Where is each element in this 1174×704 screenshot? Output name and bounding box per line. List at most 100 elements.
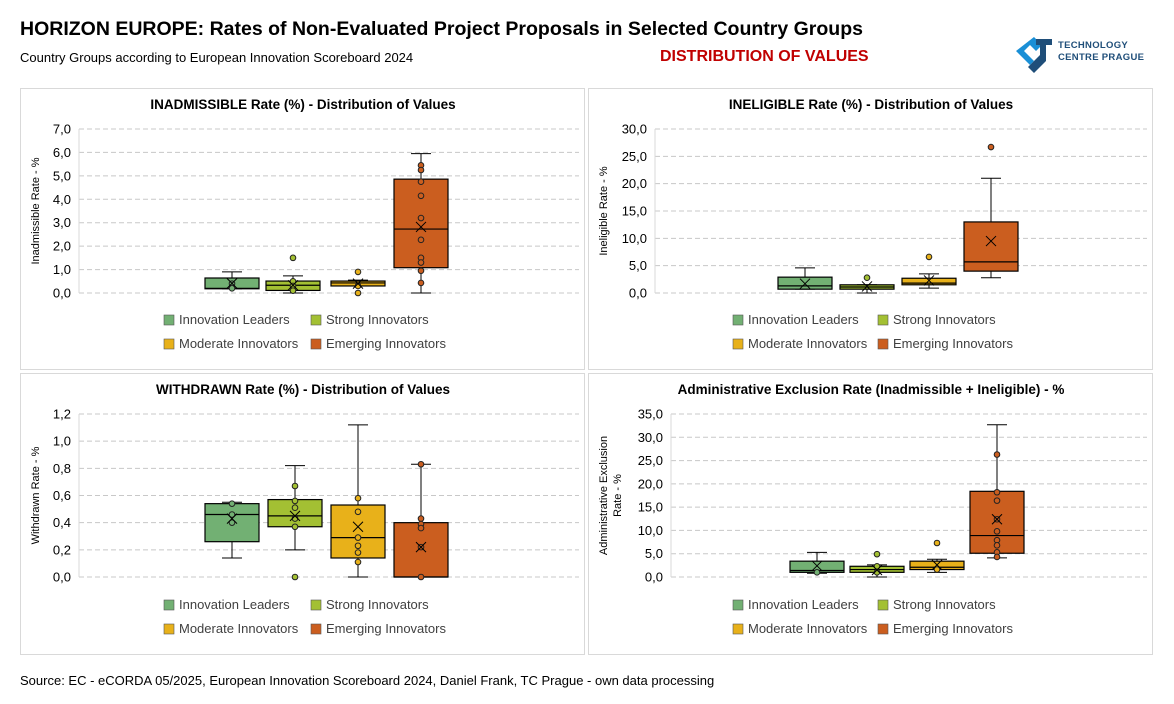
data-point [417, 192, 425, 200]
y-tick-label: 1,0 [53, 262, 71, 277]
outlier-point [289, 254, 297, 262]
box [901, 277, 957, 286]
chart-title: INADMISSIBLE Rate (%) - Distribution of … [150, 97, 455, 112]
outlier-point [291, 573, 299, 581]
tc-prague-logo: TECHNOLOGY CENTRE PRAGUE [1016, 35, 1156, 75]
chart-title: WITHDRAWN Rate (%) - Distribution of Val… [156, 382, 450, 397]
y-axis-label: Ineligible Rate - % [598, 166, 610, 255]
y-tick-label: 10,0 [622, 231, 647, 246]
data-point [291, 504, 299, 512]
mean-marker [871, 564, 883, 576]
outlier-point [925, 253, 933, 261]
y-tick-label: 7,0 [53, 122, 71, 137]
legend-swatch [310, 314, 322, 326]
outlier-point [873, 550, 881, 558]
data-point [933, 566, 941, 573]
y-tick-label: 0,4 [53, 515, 71, 530]
y-tick-label: 4,0 [53, 192, 71, 207]
data-point [417, 573, 425, 581]
outlier-point [354, 268, 362, 276]
y-tick-label: 3,0 [53, 215, 71, 230]
data-point [228, 500, 236, 507]
legend-swatch [310, 623, 322, 635]
data-point [417, 279, 425, 287]
y-tick-label: 30,0 [638, 430, 663, 445]
legend-swatch [877, 623, 889, 635]
y-tick-label: 15,0 [622, 204, 647, 219]
y-tick-label: 0,6 [53, 488, 71, 503]
legend-label: Strong Innovators [326, 312, 429, 327]
logo-text: TECHNOLOGY CENTRE PRAGUE [1058, 40, 1145, 63]
legend-swatch [163, 623, 175, 635]
data-point [993, 542, 1001, 549]
mean-marker [861, 281, 873, 292]
legend-swatch [732, 599, 744, 611]
data-point [354, 508, 362, 516]
mean-marker [352, 521, 364, 533]
data-point [354, 549, 362, 556]
page-subtitle: Country Groups according to European Inn… [20, 50, 414, 65]
data-point [291, 482, 299, 490]
data-point [417, 460, 425, 468]
y-tick-label: 20,0 [638, 476, 663, 491]
y-tick-label: 35,0 [638, 407, 663, 422]
y-tick-label: 0,0 [645, 570, 663, 585]
legend-label: Innovation Leaders [748, 312, 859, 327]
outlier-point [863, 274, 871, 281]
outlier-point [933, 539, 941, 547]
logo-mark-icon [1016, 37, 1052, 73]
data-point [417, 214, 425, 222]
y-tick-label: 0,0 [629, 286, 647, 301]
data-point [228, 285, 236, 292]
data-point [417, 515, 425, 522]
mean-marker [811, 560, 823, 572]
y-tick-label: 25,0 [638, 453, 663, 468]
data-point [813, 569, 821, 576]
legend-label: Emerging Innovators [893, 336, 1013, 351]
data-point [291, 515, 299, 522]
y-axis-label: Inadmissible Rate - % [30, 157, 42, 264]
mean-marker [415, 221, 427, 233]
mean-marker [289, 510, 301, 522]
legend-swatch [163, 314, 175, 326]
data-point [417, 259, 425, 266]
legend-label: Innovation Leaders [179, 312, 290, 327]
legend-swatch [732, 623, 744, 635]
legend-swatch [877, 599, 889, 611]
legend-swatch [310, 599, 322, 611]
chart-title: INELIGIBLE Rate (%) - Distribution of Va… [729, 97, 1013, 112]
legend-label: Innovation Leaders [179, 597, 290, 612]
legend-swatch [163, 599, 175, 611]
mean-marker [226, 513, 238, 524]
mean-marker [799, 278, 811, 290]
legend-label: Strong Innovators [893, 312, 996, 327]
legend-label: Emerging Innovators [326, 621, 446, 636]
legend-swatch [163, 338, 175, 350]
data-point [228, 519, 236, 526]
mean-marker [931, 559, 943, 571]
y-tick-label: 10,0 [638, 523, 663, 538]
data-point [417, 524, 425, 532]
chart-ineligible: INELIGIBLE Rate (%) - Distribution of Va… [588, 88, 1153, 370]
y-tick-label: 0,2 [53, 542, 71, 557]
y-tick-label: 5,0 [629, 258, 647, 273]
mean-marker [985, 235, 997, 247]
y-tick-label: 15,0 [638, 500, 663, 515]
data-point [417, 178, 425, 186]
mean-marker [991, 513, 1003, 525]
y-tick-label: 0,0 [53, 286, 71, 301]
data-point [291, 497, 299, 505]
legend-label: Moderate Innovators [179, 621, 299, 636]
mean-marker [352, 278, 364, 289]
legend-swatch [732, 314, 744, 326]
data-point [354, 542, 362, 550]
mean-marker [226, 278, 238, 289]
mean-marker [287, 279, 299, 291]
chart-withdrawn: WITHDRAWN Rate (%) - Distribution of Val… [20, 373, 585, 655]
legend-label: Strong Innovators [326, 597, 429, 612]
legend-label: Moderate Innovators [748, 336, 868, 351]
chart-admin-exclusion: Administrative Exclusion Rate (Inadmissi… [588, 373, 1153, 655]
legend-label: Strong Innovators [893, 597, 996, 612]
box [963, 221, 1019, 272]
